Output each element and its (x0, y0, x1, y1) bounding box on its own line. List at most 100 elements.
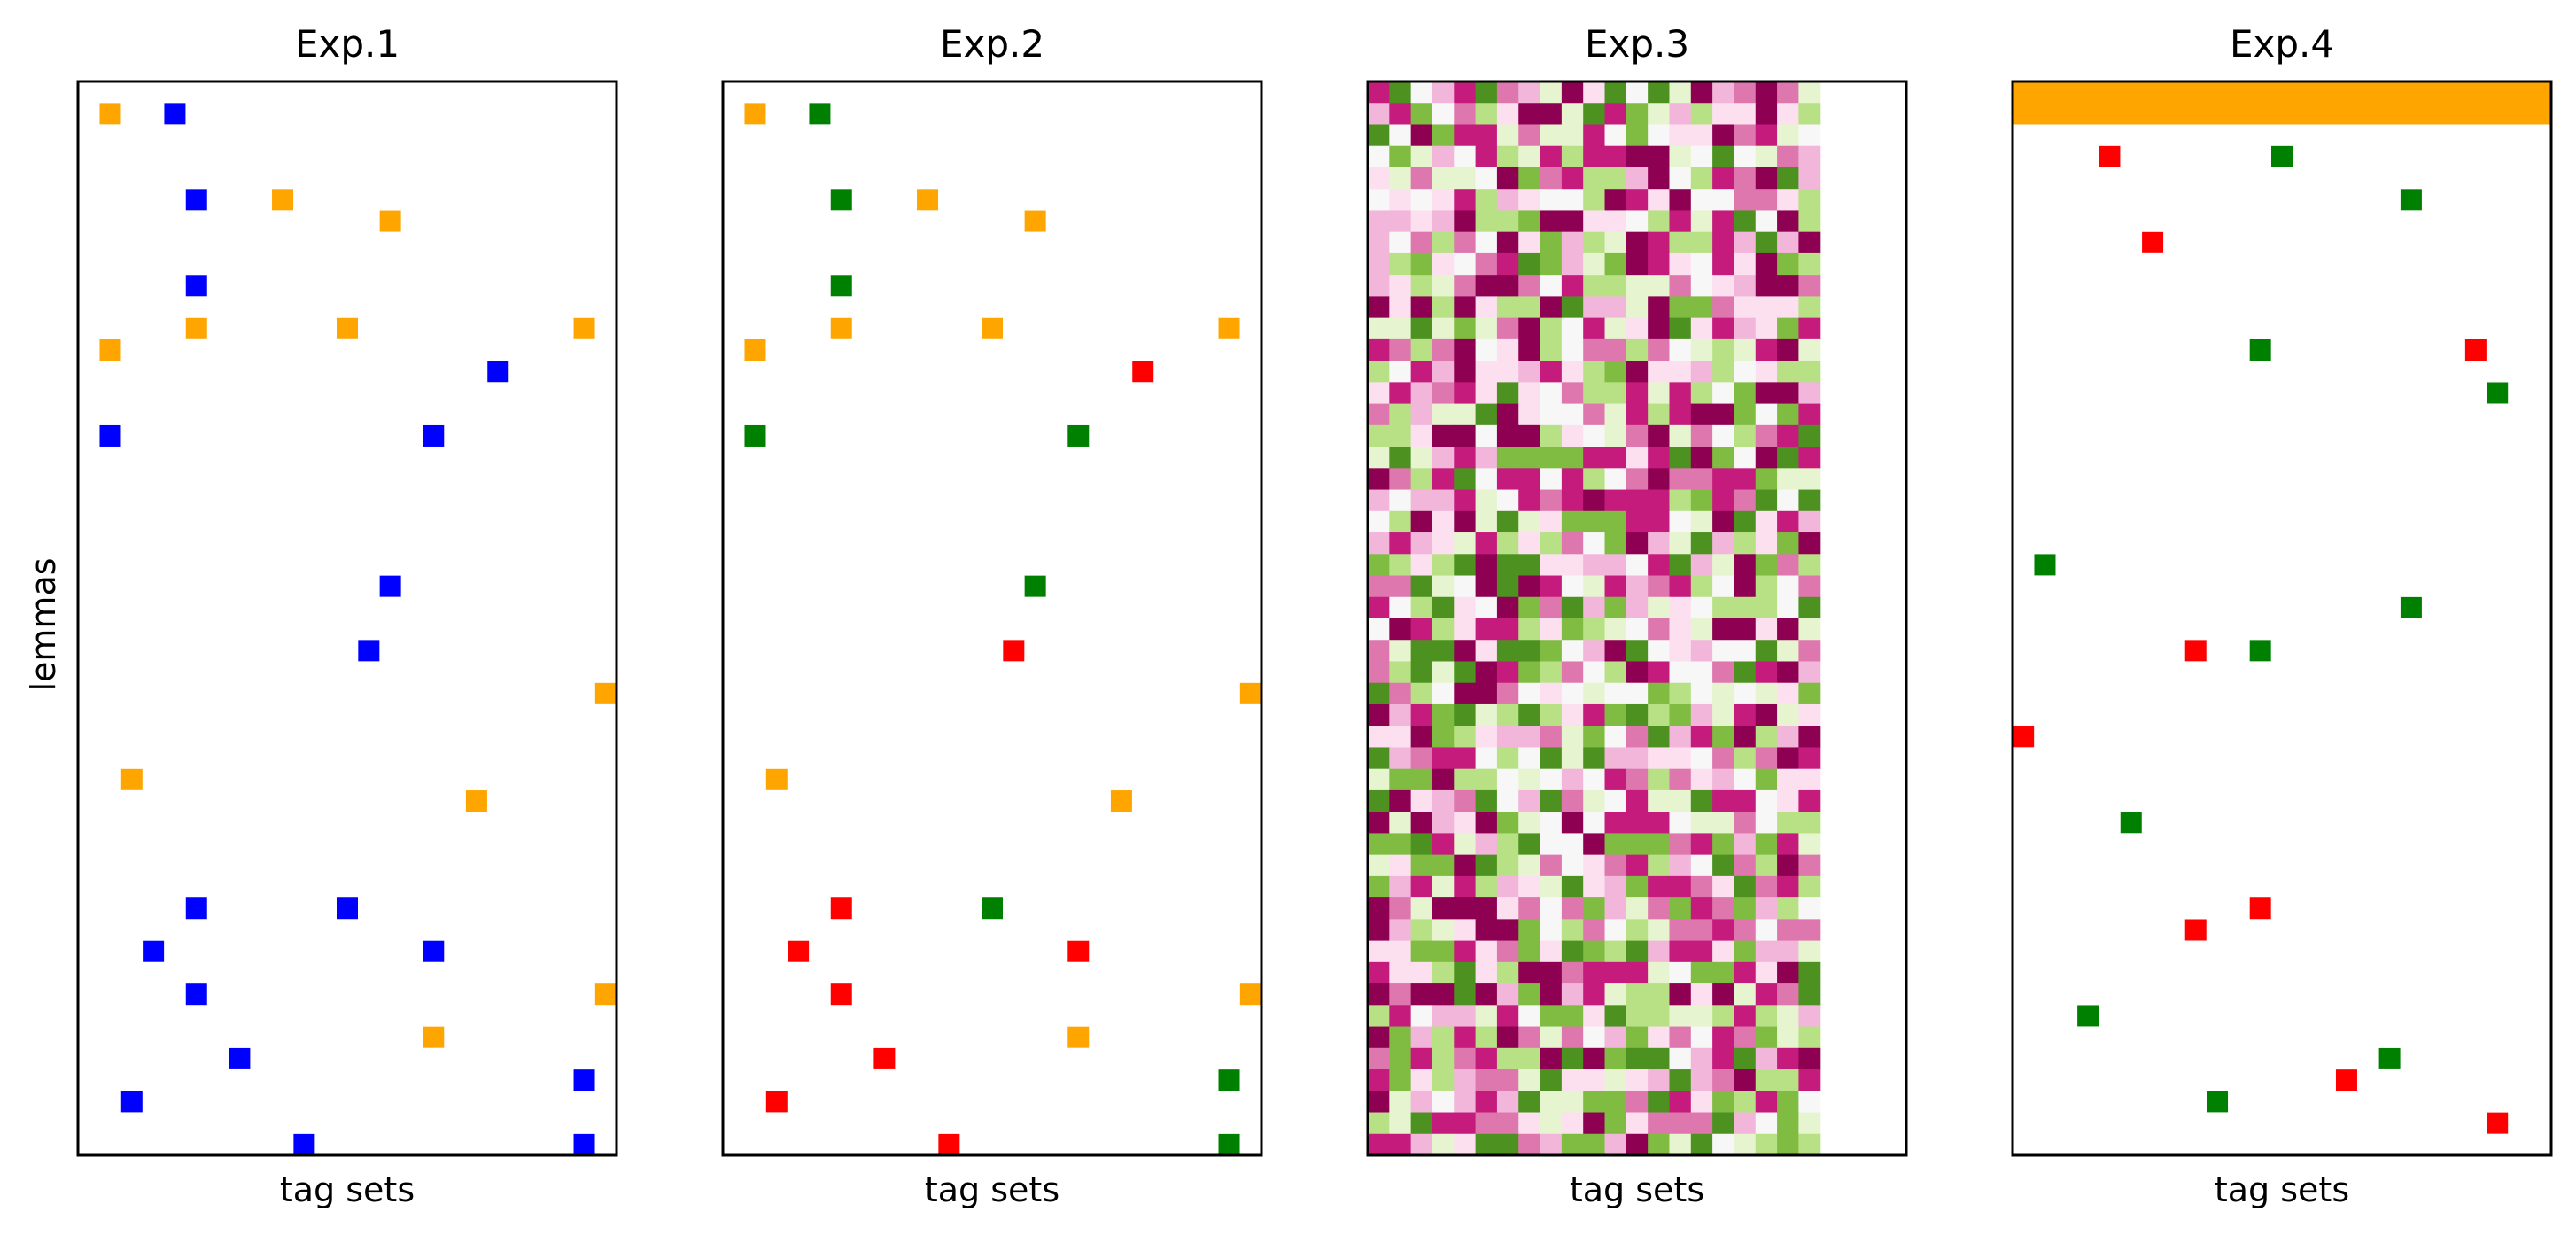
heatmap-cell (1496, 296, 1519, 319)
data-marker-green (809, 103, 831, 125)
heatmap-cell (1368, 875, 1390, 898)
heatmap-cell (1777, 210, 1799, 233)
heatmap-cell (1626, 361, 1649, 383)
heatmap-cell (1798, 231, 1821, 254)
heatmap-cell (1734, 789, 1757, 812)
heatmap-cell (1389, 618, 1412, 641)
heatmap-cell (1648, 618, 1671, 641)
heatmap-cell (1368, 317, 1390, 340)
heatmap-cell (1734, 189, 1757, 212)
heatmap-cell (1755, 275, 1778, 297)
heatmap-cell (1561, 1133, 1584, 1156)
heatmap-cell (1583, 1133, 1606, 1156)
heatmap-cell (1626, 338, 1649, 361)
heatmap-cell (1734, 252, 1757, 276)
heatmap-cell (1626, 1112, 1649, 1135)
heatmap-cell (1496, 661, 1519, 684)
heatmap-cell (1389, 317, 1412, 340)
heatmap-cell (1496, 640, 1519, 663)
heatmap-cell (1540, 252, 1563, 276)
heatmap-cell (1368, 124, 1390, 147)
heatmap-cell (1777, 1005, 1799, 1028)
heatmap-cell (1583, 596, 1606, 619)
heatmap-cell (1669, 983, 1692, 1006)
heatmap-cell (1540, 1133, 1563, 1156)
heatmap-cell (1454, 210, 1477, 233)
heatmap-cell (1626, 296, 1649, 319)
heatmap-cell (1734, 361, 1757, 383)
data-marker-blue (379, 575, 401, 597)
heatmap-cell (1454, 703, 1477, 726)
heatmap-cell (1475, 875, 1498, 898)
data-marker-orange (744, 339, 766, 361)
heatmap-cell (1410, 1047, 1433, 1070)
data-marker-red (2487, 1112, 2509, 1134)
heatmap-cell (1648, 489, 1671, 512)
heatmap-cell (1669, 726, 1692, 749)
heatmap-cell (1475, 210, 1498, 233)
heatmap-cell (1518, 661, 1541, 684)
heatmap-cell (1690, 833, 1713, 856)
heatmap-cell (1540, 403, 1563, 426)
heatmap-cell (1626, 532, 1649, 555)
heatmap-cell (1496, 317, 1519, 340)
heatmap-cell (1475, 919, 1498, 942)
heatmap-cell (1518, 596, 1541, 619)
heatmap-cell (1561, 618, 1584, 641)
heatmap-cell (1518, 231, 1541, 254)
heatmap-cell (1690, 338, 1713, 361)
heatmap-cell (1755, 1047, 1778, 1070)
heatmap-cell (1389, 210, 1412, 233)
data-marker-red (1003, 640, 1025, 662)
heatmap-cell (1626, 1069, 1649, 1091)
heatmap-cell (1368, 618, 1390, 641)
heatmap-cell (1755, 703, 1778, 726)
heatmap-cell (1561, 424, 1584, 447)
data-marker-orange (917, 189, 939, 211)
heatmap-cell (1496, 231, 1519, 254)
heatmap-cell (1777, 596, 1799, 619)
heatmap-cell (1432, 338, 1455, 361)
heatmap-cell (1561, 145, 1584, 168)
heatmap-cell (1496, 789, 1519, 812)
heatmap-cell (1626, 145, 1649, 168)
heatmap-cell (1389, 103, 1412, 126)
heatmap-cell (1540, 468, 1563, 491)
heatmap-cell (1368, 703, 1390, 726)
heatmap-cell (1648, 789, 1671, 812)
heatmap-cell (1496, 1005, 1519, 1028)
heatmap-cell (1669, 961, 1692, 984)
heatmap-cell (1368, 554, 1390, 577)
heatmap-cell (1540, 1047, 1563, 1070)
panel-3: Exp.3 tag sets (1366, 22, 1908, 1209)
data-marker-red (2142, 231, 2164, 253)
heatmap-cell (1604, 789, 1627, 812)
heatmap-cell (1368, 103, 1390, 126)
heatmap-cell (1604, 596, 1627, 619)
heatmap-cell (1496, 854, 1519, 877)
heatmap-cell (1410, 875, 1433, 898)
heatmap-cell (1690, 424, 1713, 447)
heatmap-cell (1410, 961, 1433, 984)
heatmap-cell (1626, 403, 1649, 426)
heatmap-cell (1583, 897, 1606, 920)
heatmap-cell (1432, 596, 1455, 619)
heatmap-cell (1734, 640, 1757, 663)
heatmap-cell (1755, 1091, 1778, 1114)
heatmap-cell (1389, 682, 1412, 705)
heatmap-cell (1454, 875, 1477, 898)
heatmap-cell (1410, 768, 1433, 791)
heatmap-cell (1368, 682, 1390, 705)
heatmap-cell (1690, 532, 1713, 555)
heatmap-cell (1690, 189, 1713, 212)
heatmap-cell (1734, 682, 1757, 705)
heatmap-cell (1777, 189, 1799, 212)
heatmap-cell (1712, 1112, 1735, 1135)
heatmap-cell (1410, 82, 1433, 104)
heatmap-cell (1755, 940, 1778, 963)
heatmap-cell (1518, 210, 1541, 233)
heatmap-cell (1432, 424, 1455, 447)
heatmap-cell (1583, 618, 1606, 641)
heatmap-cell (1561, 919, 1584, 942)
heatmap-cell (1475, 1069, 1498, 1091)
